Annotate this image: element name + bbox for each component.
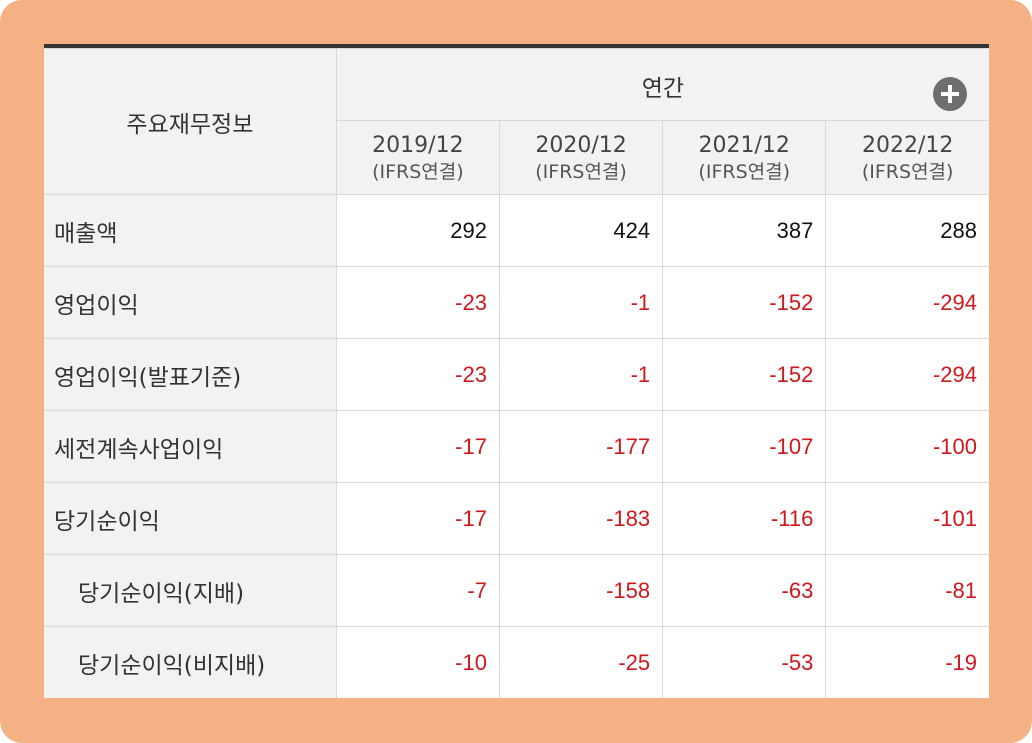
table-row: 당기순이익(비지배) -10 -25 -53 -19: [44, 626, 989, 698]
row-label: 당기순이익(지배): [44, 554, 337, 627]
row-label: 당기순이익: [44, 482, 337, 555]
value-cell: -10: [335, 626, 500, 698]
year-basis-label: (IFRS연결): [698, 160, 791, 183]
row-label-header: 주요재무정보: [44, 48, 337, 195]
row-label: 당기순이익(비지배): [44, 626, 337, 698]
value-cell: -294: [825, 338, 989, 411]
value-cell: -100: [825, 410, 989, 483]
year-basis-label: (IFRS연결): [372, 160, 464, 183]
value-cell: -81: [825, 554, 989, 627]
value-cell: -294: [825, 266, 989, 339]
row-label: 세전계속사업이익: [44, 410, 337, 483]
value-cell: -23: [335, 338, 500, 411]
annual-period-label: 연간: [641, 76, 685, 102]
value-cell: -53: [662, 626, 827, 698]
value-cell: -177: [498, 410, 664, 483]
value-cell: -25: [498, 626, 664, 698]
year-label: 2019/12: [372, 132, 464, 158]
value-cell: 288: [825, 194, 989, 267]
table-row: 당기순이익(지배) -7 -158 -63 -81: [44, 554, 989, 627]
year-header: 2021/12 (IFRS연결): [662, 120, 827, 195]
value-cell: -152: [662, 266, 827, 339]
value-cell: -1: [498, 338, 664, 411]
value-cell: -23: [335, 266, 500, 339]
financial-summary-table: 주요재무정보 연간 2019/12 (IFRS연결) 2020/12 (IFRS…: [44, 48, 989, 698]
value-cell: -107: [662, 410, 827, 483]
table-row: 세전계속사업이익 -17 -177 -107 -100: [44, 410, 989, 483]
value-cell: -17: [335, 482, 500, 555]
value-cell: -1: [498, 266, 664, 339]
value-cell: 387: [662, 194, 827, 267]
plus-circle-icon[interactable]: [933, 77, 967, 111]
value-cell: -183: [498, 482, 664, 555]
financial-summary-panel: 주요재무정보 연간 2019/12 (IFRS연결) 2020/12 (IFRS…: [44, 44, 989, 698]
year-header: 2019/12 (IFRS연결): [336, 120, 500, 195]
table-row: 영업이익 -23 -1 -152 -294: [44, 266, 989, 339]
row-label: 영업이익(발표기준): [44, 338, 337, 411]
year-header: 2020/12 (IFRS연결): [498, 120, 664, 195]
value-cell: -63: [662, 554, 827, 627]
value-cell: -19: [825, 626, 989, 698]
value-cell: -116: [662, 482, 827, 555]
year-label: 2021/12: [698, 132, 790, 158]
value-cell: 424: [498, 194, 664, 267]
year-header: 2022/12 (IFRS연결): [825, 120, 989, 195]
annual-period-header: 연간: [335, 48, 989, 121]
value-cell: -158: [498, 554, 664, 627]
year-label: 2020/12: [535, 132, 627, 158]
table-row: 매출액 292 424 387 288: [44, 194, 989, 267]
row-label: 영업이익: [44, 266, 337, 339]
row-label: 매출액: [44, 194, 337, 267]
value-cell: -152: [662, 338, 827, 411]
value-cell: -101: [825, 482, 989, 555]
table-row: 당기순이익 -17 -183 -116 -101: [44, 482, 989, 555]
value-cell: -17: [335, 410, 500, 483]
year-basis-label: (IFRS연결): [861, 160, 954, 183]
value-cell: -7: [335, 554, 500, 627]
year-label: 2022/12: [861, 132, 954, 158]
table-row: 영업이익(발표기준) -23 -1 -152 -294: [44, 338, 989, 411]
value-cell: 292: [335, 194, 500, 267]
year-basis-label: (IFRS연결): [535, 160, 627, 183]
